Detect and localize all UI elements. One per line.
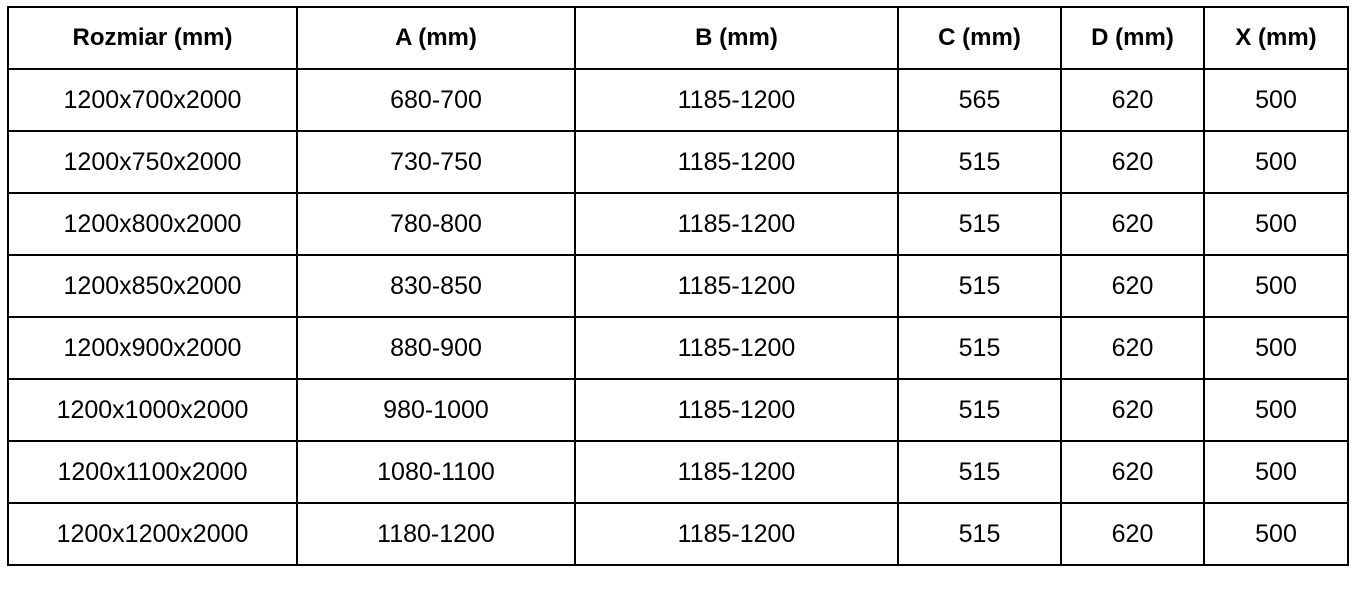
table-cell: 515	[897, 130, 1062, 194]
table-cell: 1185-1200	[574, 192, 899, 256]
table-cell: 620	[1060, 316, 1205, 380]
table-cell: 620	[1060, 440, 1205, 504]
table-cell: 780-800	[296, 192, 576, 256]
table-cell: 880-900	[296, 316, 576, 380]
table-cell: 515	[897, 440, 1062, 504]
table-cell: 500	[1203, 378, 1349, 442]
table-cell: 980-1000	[296, 378, 576, 442]
table-row: 1200x800x2000 780-800 1185-1200 515 620 500	[7, 192, 1349, 256]
table-cell: 1185-1200	[574, 316, 899, 380]
table-cell: 500	[1203, 68, 1349, 132]
table-cell: 500	[1203, 440, 1349, 504]
table-row: 1200x750x2000 730-750 1185-1200 515 620 500	[7, 130, 1349, 194]
table-cell: 1185-1200	[574, 440, 899, 504]
header-row: Rozmiar (mm) A (mm) B (mm) C (mm) D (mm) X (m…	[7, 6, 1349, 70]
table-cell: 1180-1200	[296, 502, 576, 566]
table-cell: 1200x750x2000	[7, 130, 298, 194]
table-cell: 730-750	[296, 130, 576, 194]
table-cell: 1200x1000x2000	[7, 378, 298, 442]
table-cell: 1200x1200x2000	[7, 502, 298, 566]
table-row: 1200x1100x2000 1080-1100 1185-1200 515 620 50…	[7, 440, 1349, 504]
table-row: 1200x1000x2000 980-1000 1185-1200 515 620 500	[7, 378, 1349, 442]
table-cell: 680-700	[296, 68, 576, 132]
table-cell: 1185-1200	[574, 502, 899, 566]
table-cell: 1200x850x2000	[7, 254, 298, 318]
table-cell: 620	[1060, 254, 1205, 318]
table-cell: 620	[1060, 130, 1205, 194]
table-cell: 1200x1100x2000	[7, 440, 298, 504]
table-cell: 1200x800x2000	[7, 192, 298, 256]
table-row: 1200x1200x2000 1180-1200 1185-1200 515 620 50…	[7, 502, 1349, 566]
table-cell: 500	[1203, 316, 1349, 380]
table-cell: 500	[1203, 254, 1349, 318]
column-header: X (mm)	[1203, 6, 1349, 70]
dimensions-table: Rozmiar (mm) A (mm) B (mm) C (mm) D (mm) X (m…	[7, 6, 1349, 566]
column-header: Rozmiar (mm)	[7, 6, 298, 70]
table-cell: 500	[1203, 192, 1349, 256]
column-header: C (mm)	[897, 6, 1062, 70]
table-cell: 1080-1100	[296, 440, 576, 504]
table-row: 1200x700x2000 680-700 1185-1200 565 620 500	[7, 68, 1349, 132]
table-cell: 515	[897, 378, 1062, 442]
table-cell: 620	[1060, 68, 1205, 132]
table-cell: 1185-1200	[574, 130, 899, 194]
column-header: A (mm)	[296, 6, 576, 70]
table-cell: 500	[1203, 502, 1349, 566]
table-row: 1200x850x2000 830-850 1185-1200 515 620 500	[7, 254, 1349, 318]
table-cell: 620	[1060, 502, 1205, 566]
table-cell: 1185-1200	[574, 68, 899, 132]
table-cell: 620	[1060, 192, 1205, 256]
table-cell: 500	[1203, 130, 1349, 194]
table-cell: 1185-1200	[574, 254, 899, 318]
column-header: D (mm)	[1060, 6, 1205, 70]
table-row: 1200x900x2000 880-900 1185-1200 515 620 500	[7, 316, 1349, 380]
table-cell: 1200x700x2000	[7, 68, 298, 132]
table-cell: 515	[897, 502, 1062, 566]
table-cell: 1185-1200	[574, 378, 899, 442]
table-cell: 515	[897, 316, 1062, 380]
table-cell: 515	[897, 192, 1062, 256]
table-cell: 515	[897, 254, 1062, 318]
table-cell: 620	[1060, 378, 1205, 442]
table-cell: 830-850	[296, 254, 576, 318]
table-cell: 1200x900x2000	[7, 316, 298, 380]
table-cell: 565	[897, 68, 1062, 132]
column-header: B (mm)	[574, 6, 899, 70]
